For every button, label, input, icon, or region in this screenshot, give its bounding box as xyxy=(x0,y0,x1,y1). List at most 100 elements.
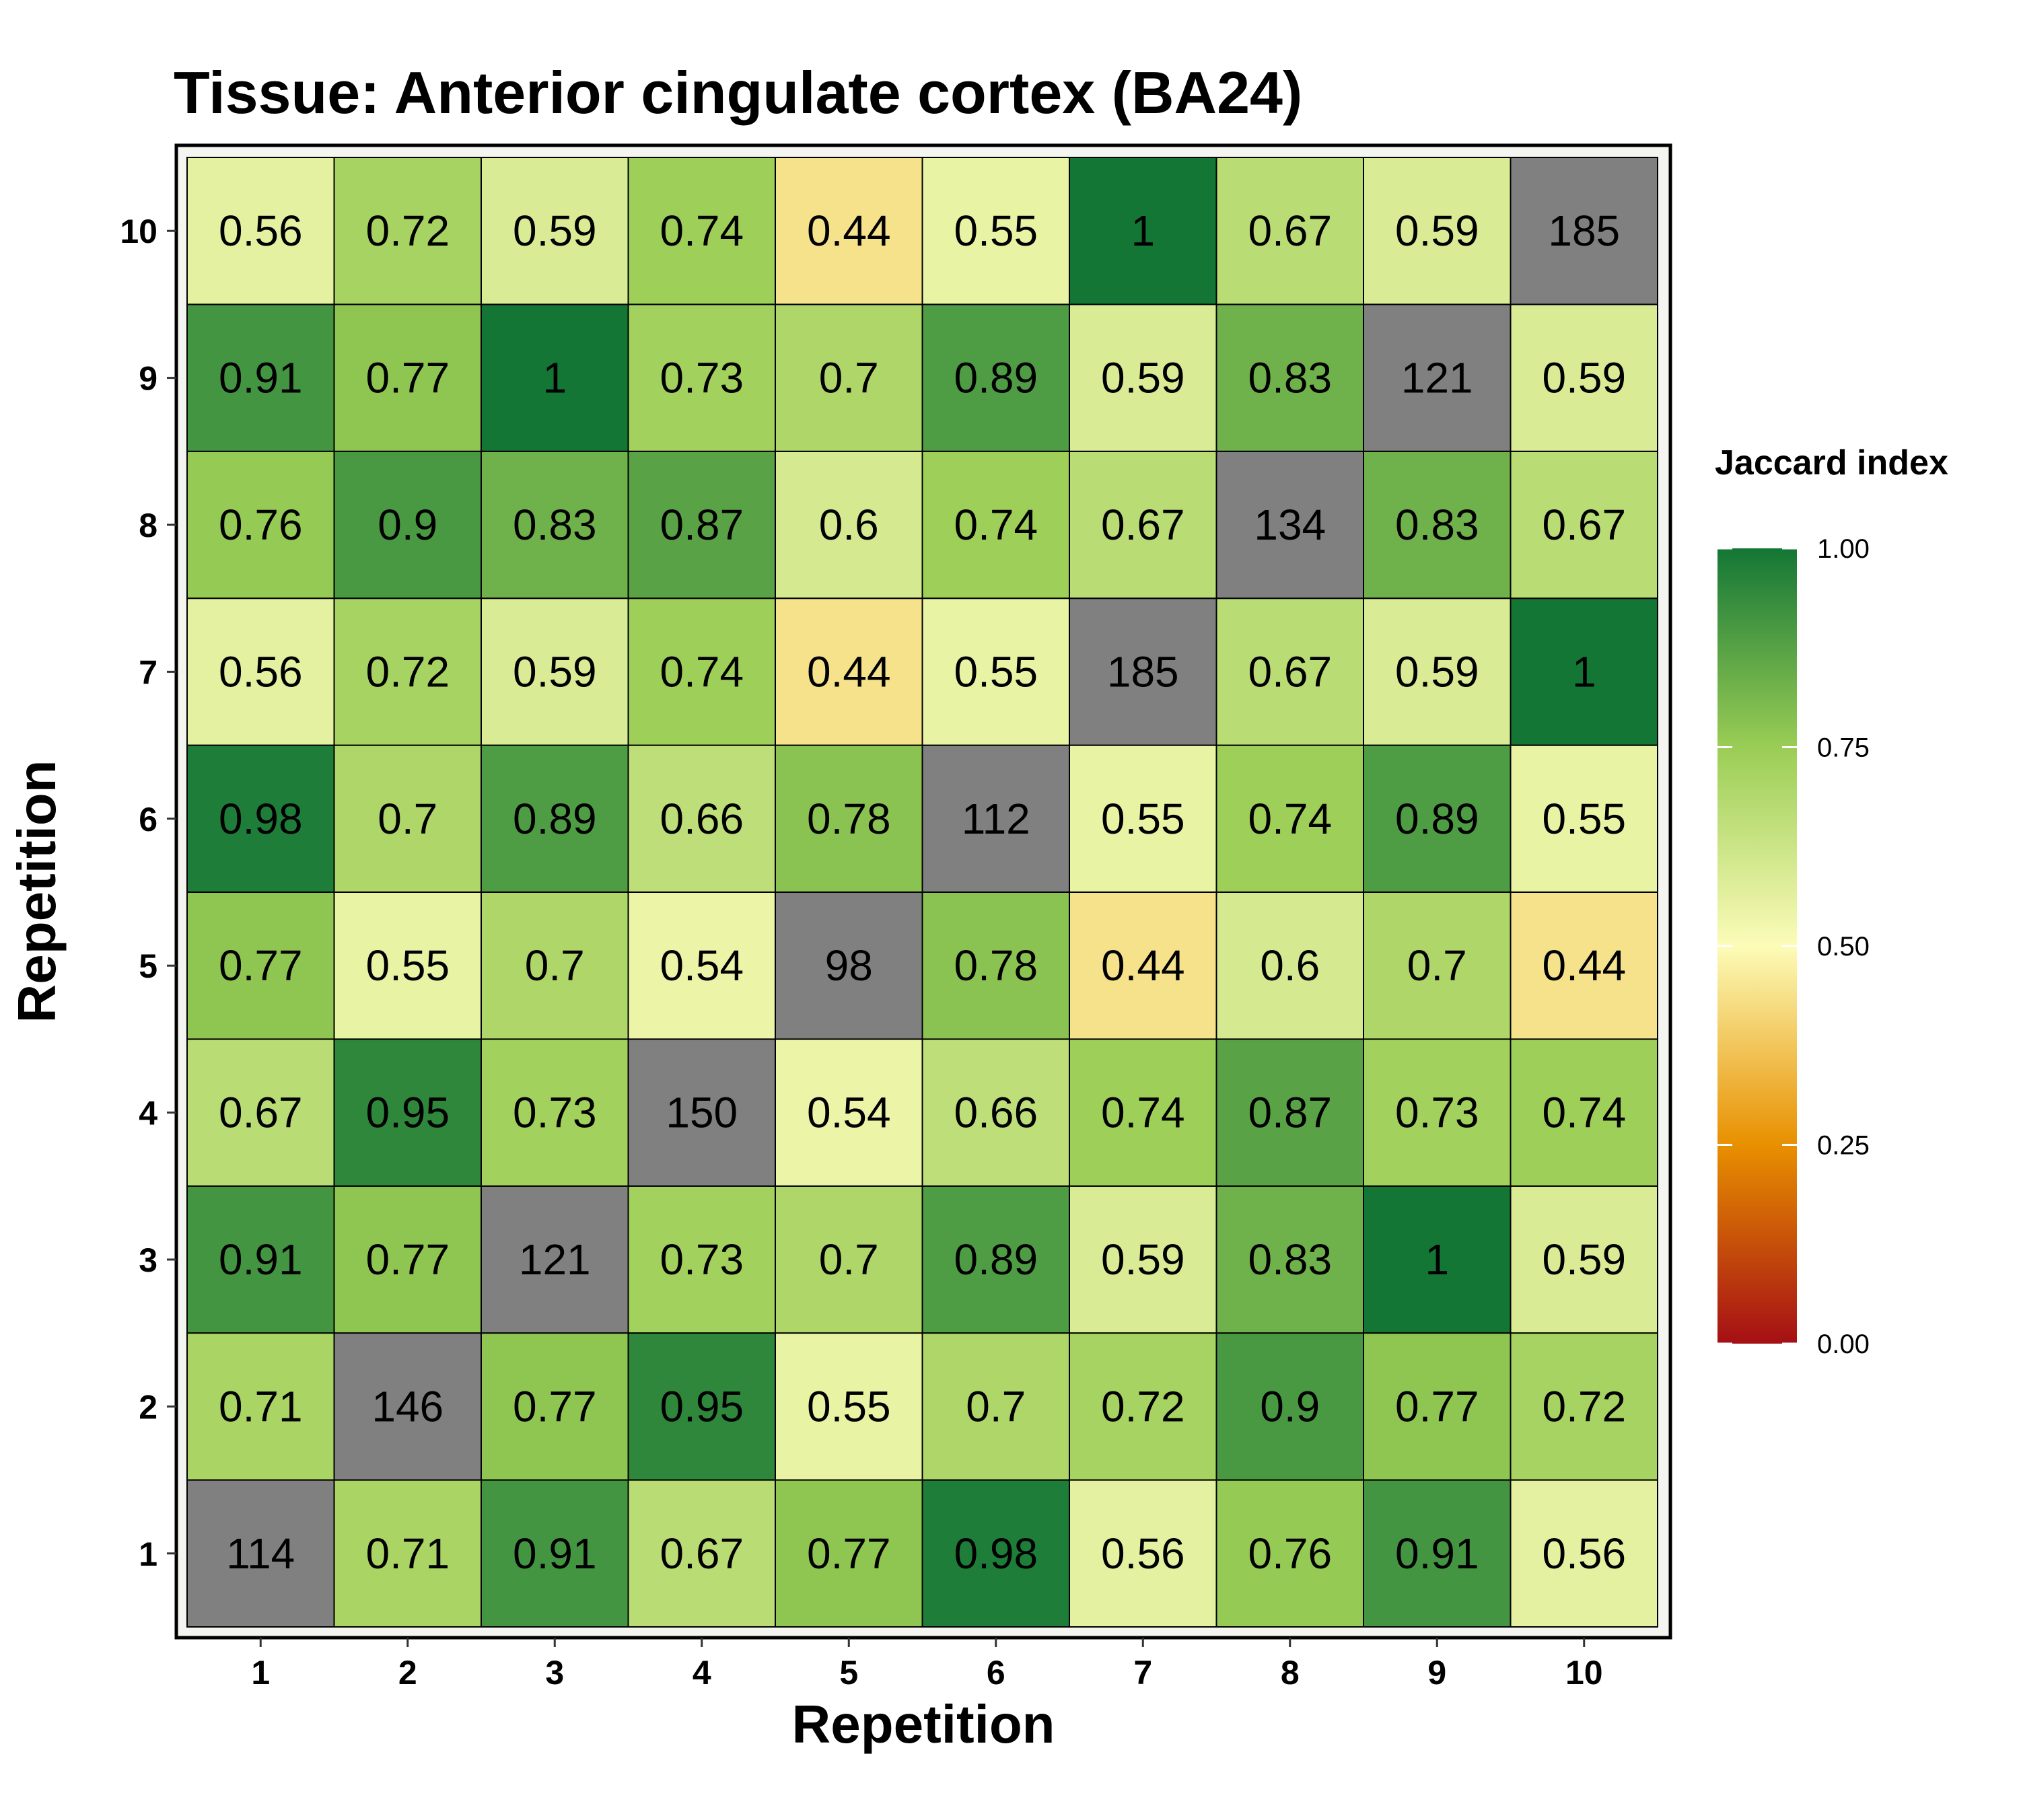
heatmap-cell xyxy=(1215,450,1364,599)
heatmap-cell xyxy=(333,1185,482,1334)
cell-value-label: 0.44 xyxy=(1542,941,1626,990)
heatmap-cell xyxy=(1215,303,1364,452)
cell-value-label: 0.55 xyxy=(807,1382,891,1430)
cell-value-label: 0.77 xyxy=(219,941,303,990)
cell-value-label: 0.54 xyxy=(807,1089,891,1137)
cell-value-label: 0.59 xyxy=(1395,207,1479,255)
heatmap-cell xyxy=(333,450,482,599)
legend-ticks: 1.00 0.75 0.50 0.25 0.00 xyxy=(1717,534,1870,1359)
heatmap-cell xyxy=(1363,1332,1512,1481)
y-tick-label: 2 xyxy=(139,1388,157,1426)
cell-value-label: 0.72 xyxy=(1542,1382,1626,1430)
x-tick-label: 8 xyxy=(1281,1654,1300,1691)
cell-value-label: 0.77 xyxy=(365,354,450,402)
heatmap-cell xyxy=(481,1038,629,1187)
heatmap-cell xyxy=(1069,1479,1217,1628)
heatmap-cell xyxy=(186,157,335,305)
y-axis-title: Repetition xyxy=(7,760,67,1023)
heatmap-cell xyxy=(1069,1332,1217,1481)
cell-value-label: 0.77 xyxy=(807,1529,891,1578)
heatmap-cell xyxy=(775,1332,923,1481)
heatmap-cell xyxy=(775,450,923,599)
cell-value-label: 121 xyxy=(519,1235,591,1284)
cell-value-label: 114 xyxy=(226,1529,295,1578)
cell-value-label: 0.73 xyxy=(660,354,744,402)
heatmap-cell xyxy=(775,1038,923,1187)
cell-value-label: 1 xyxy=(1572,647,1596,696)
heatmap-cell xyxy=(921,303,1070,452)
y-tick-label: 9 xyxy=(139,360,157,398)
heatmap-cell xyxy=(481,1479,629,1628)
cell-value-label: 98 xyxy=(825,941,873,990)
cell-value-label: 0.77 xyxy=(513,1382,597,1430)
heatmap-cell xyxy=(481,303,629,452)
heatmap-cell xyxy=(627,1332,776,1481)
heatmap-cell xyxy=(1510,450,1658,599)
heatmap-cell xyxy=(1215,1185,1364,1334)
cell-value-label: 0.72 xyxy=(365,207,450,255)
heatmap-cell xyxy=(1363,744,1512,893)
heatmap-cell xyxy=(775,157,923,305)
heatmap-cell xyxy=(333,303,482,452)
cell-value-label: 0.98 xyxy=(954,1529,1038,1578)
x-axis-ticks: 1 2 3 4 5 6 7 8 9 10 xyxy=(251,1638,1603,1691)
cell-value-label: 0.74 xyxy=(660,207,744,255)
cell-value-label: 1 xyxy=(1131,207,1155,255)
cell-value-label: 134 xyxy=(1254,501,1326,549)
chart-title: Tissue: Anterior cingulate cortex (BA24) xyxy=(174,59,1302,126)
heatmap-cell xyxy=(1069,891,1217,1040)
cell-value-label: 0.55 xyxy=(1101,795,1185,843)
cell-value-label: 0.7 xyxy=(1407,941,1467,990)
cell-value-label: 0.91 xyxy=(219,354,303,402)
heatmap-cell xyxy=(1069,744,1217,893)
cell-value-label: 0.91 xyxy=(513,1529,597,1578)
heatmap-cell xyxy=(627,303,776,452)
cell-value-label: 0.78 xyxy=(807,795,891,843)
cell-value-label: 0.55 xyxy=(365,941,450,990)
y-axis-ticks: 1 2 3 4 5 6 7 8 9 10 xyxy=(120,213,176,1573)
cell-value-label: 0.73 xyxy=(660,1235,744,1284)
cell-value-label: 0.67 xyxy=(1101,501,1185,549)
heatmap-cell xyxy=(775,597,923,746)
heatmap-cell xyxy=(186,597,335,746)
cell-value-label: 0.67 xyxy=(219,1089,303,1137)
heatmap-cell xyxy=(186,450,335,599)
cell-value-label: 0.56 xyxy=(1101,1529,1185,1578)
cell-value-label: 0.95 xyxy=(660,1382,744,1430)
x-tick-label: 2 xyxy=(398,1654,417,1691)
cell-value-label: 0.55 xyxy=(1542,795,1626,843)
heatmap-cell xyxy=(1363,157,1512,305)
x-tick-label: 9 xyxy=(1427,1654,1446,1691)
cell-value-label: 0.56 xyxy=(219,207,303,255)
x-tick-label: 3 xyxy=(545,1654,564,1691)
cell-value-label: 0.9 xyxy=(378,501,437,549)
cell-value-label: 0.87 xyxy=(1248,1089,1332,1137)
cell-value-label: 0.95 xyxy=(365,1089,450,1137)
heatmap-cell xyxy=(1510,744,1658,893)
cell-value-label: 0.76 xyxy=(219,501,303,549)
cell-value-label: 0.56 xyxy=(219,647,303,696)
y-tick-label: 4 xyxy=(139,1095,157,1132)
cell-value-label: 0.83 xyxy=(1248,1235,1332,1284)
x-tick-label: 1 xyxy=(251,1654,270,1691)
heatmap-cell xyxy=(1215,597,1364,746)
cell-value-label: 0.73 xyxy=(1395,1089,1479,1137)
cell-value-label: 0.67 xyxy=(1248,207,1332,255)
heatmap-cell xyxy=(333,1332,482,1481)
legend: Jaccard index 1.00 0.75 0.50 0.25 0.00 xyxy=(1715,443,1948,1359)
y-tick-label: 5 xyxy=(139,947,157,985)
heatmap-cell xyxy=(921,891,1070,1040)
cell-value-label: 0.91 xyxy=(219,1235,303,1284)
cell-value-label: 0.74 xyxy=(660,647,744,696)
heatmap-cells: 114 0.71 0.91 0.67 0.77 0.98 0.56 0.76 0.91 0.560… xyxy=(186,157,1658,1628)
legend-tick-label: 0.75 xyxy=(1817,733,1870,763)
heatmap-cell xyxy=(921,1332,1070,1481)
cell-value-label: 112 xyxy=(962,795,1030,843)
cell-value-label: 0.77 xyxy=(1395,1382,1479,1430)
cell-value-label: 0.59 xyxy=(1542,354,1626,402)
legend-tick-label: 0.50 xyxy=(1817,932,1870,961)
x-tick-label: 6 xyxy=(987,1654,1005,1691)
cell-value-label: 0.67 xyxy=(1542,501,1626,549)
heatmap-cell xyxy=(1215,1332,1364,1481)
